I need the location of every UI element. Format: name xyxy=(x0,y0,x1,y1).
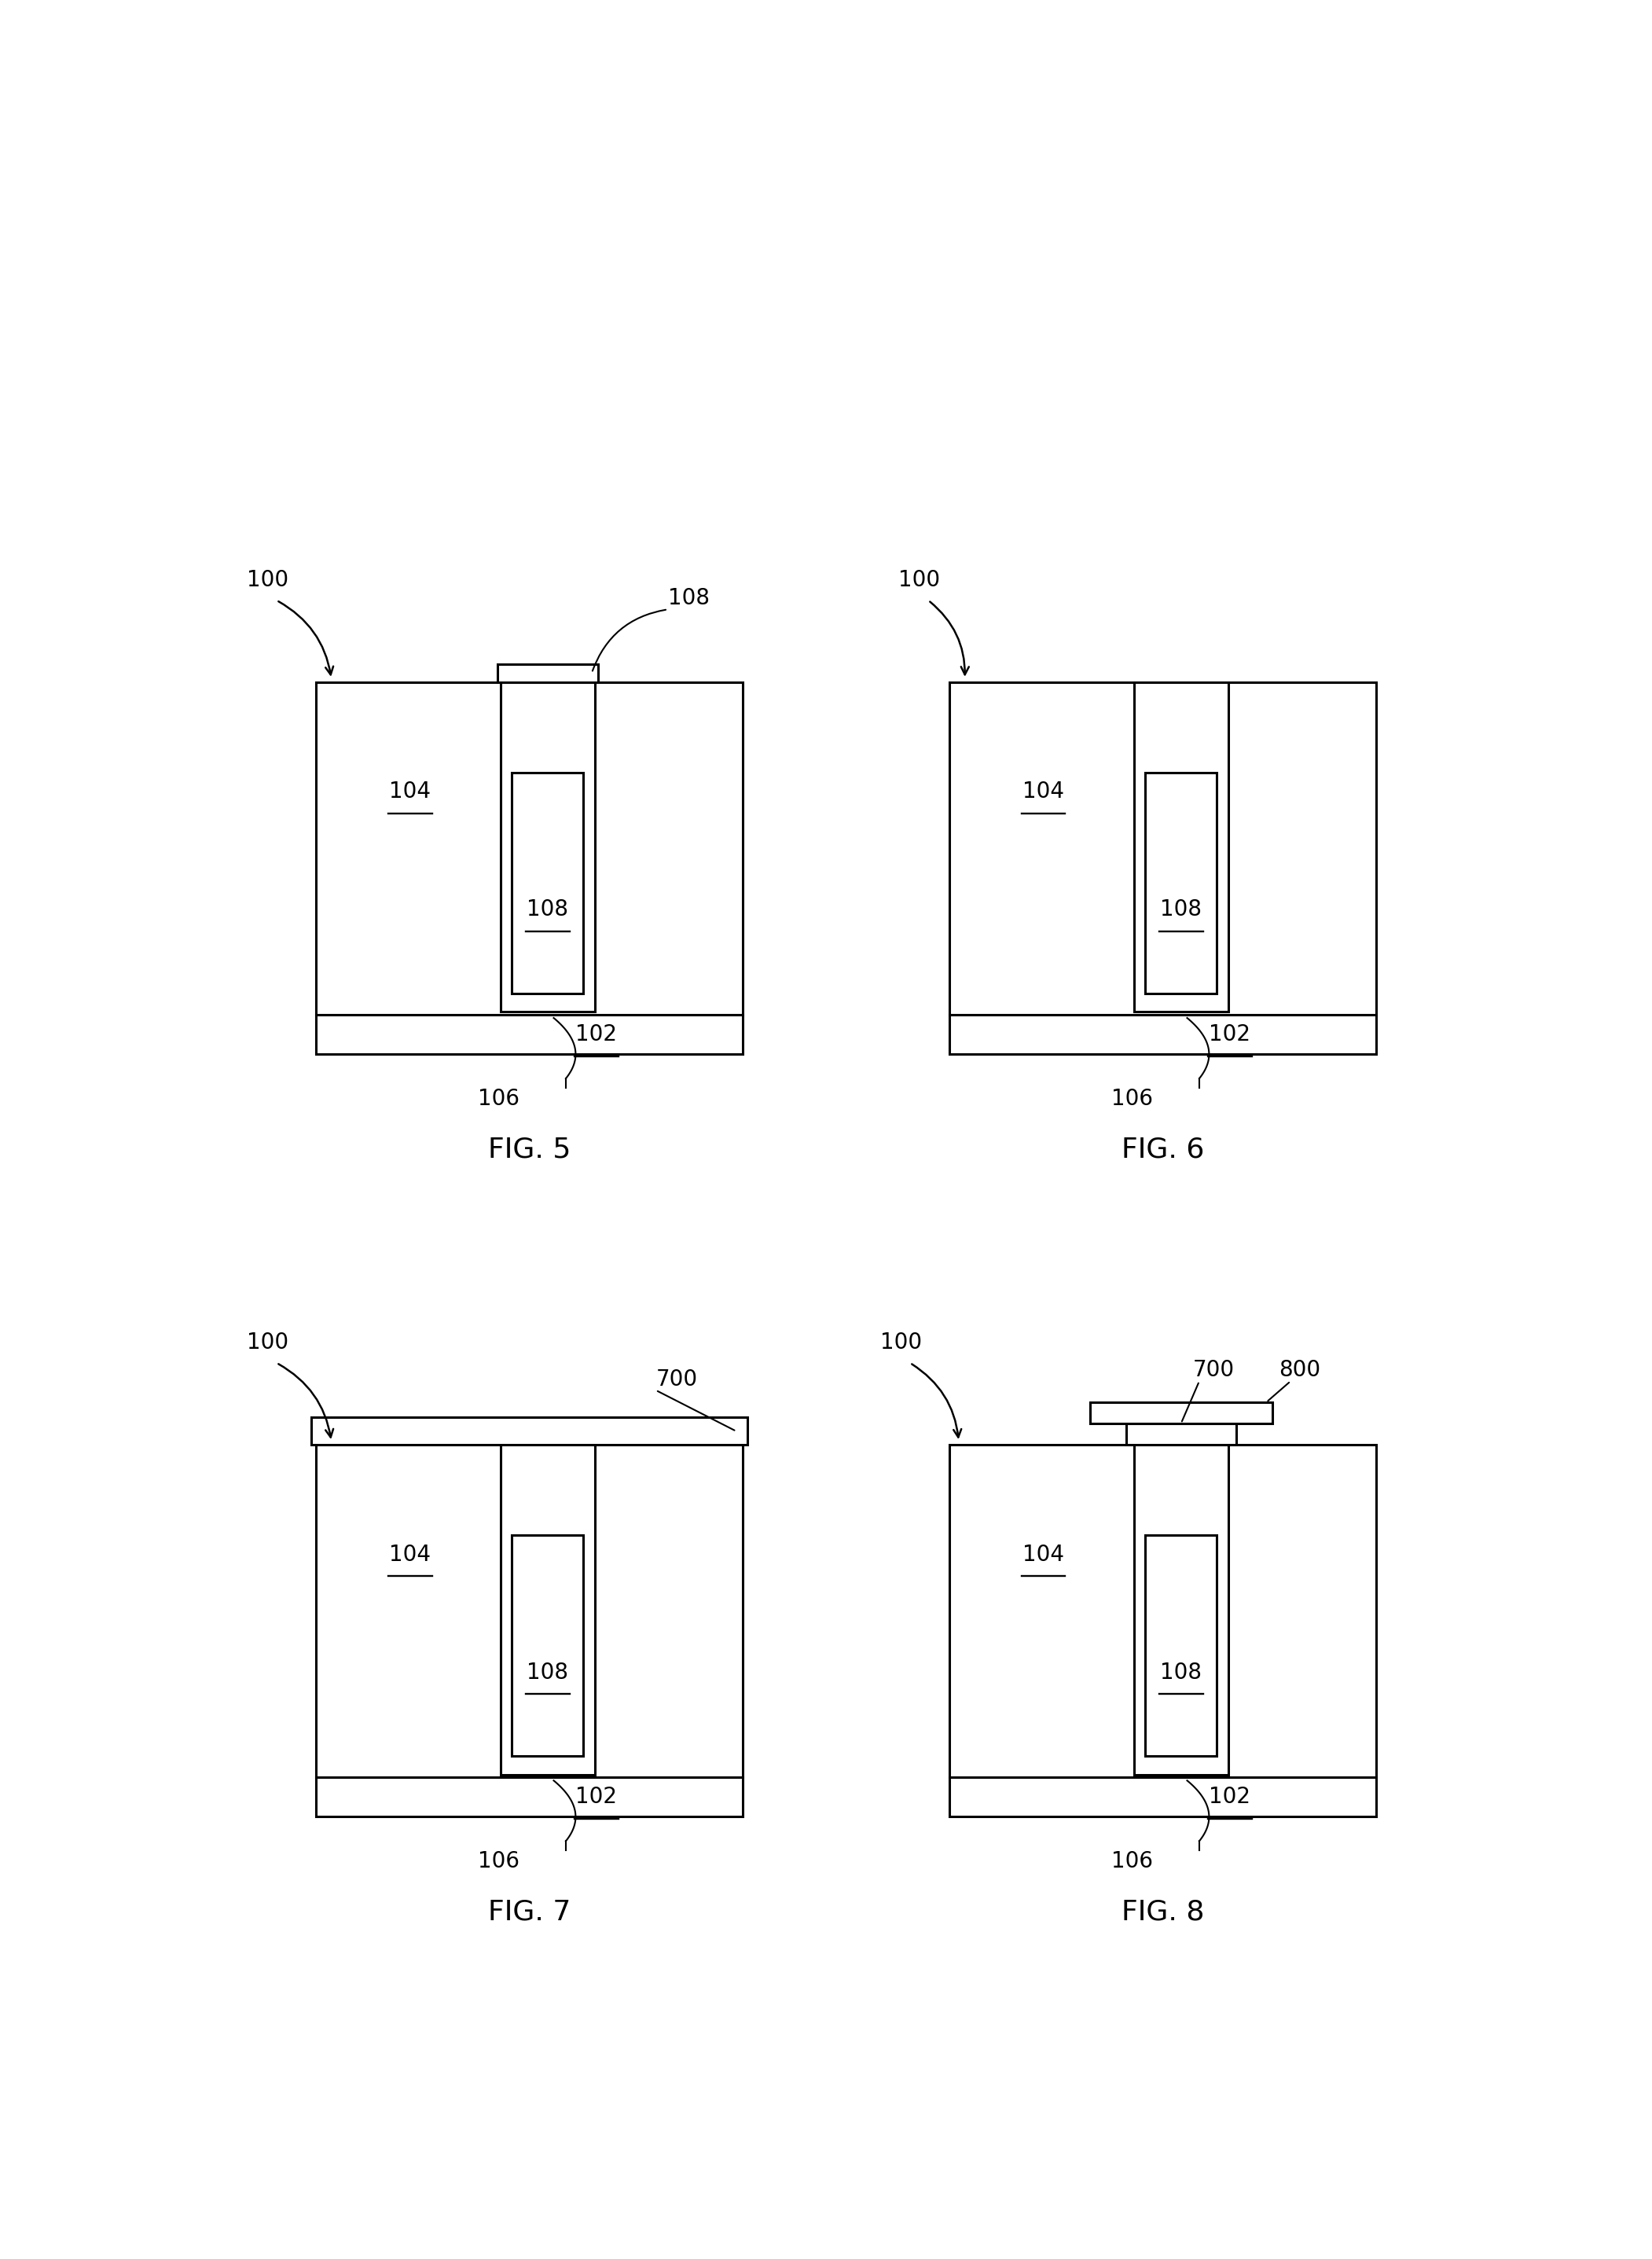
Text: 106: 106 xyxy=(1112,1850,1153,1873)
Text: FIG. 8: FIG. 8 xyxy=(1122,1898,1204,1925)
Bar xyxy=(316,1444,742,1778)
Bar xyxy=(316,1014,742,1055)
Text: 108: 108 xyxy=(667,587,710,610)
Bar xyxy=(1145,773,1216,994)
Text: 108: 108 xyxy=(527,899,568,922)
Text: FIG. 5: FIG. 5 xyxy=(487,1136,570,1163)
Bar xyxy=(497,664,598,682)
Text: 102: 102 xyxy=(1209,1023,1251,1046)
Text: 100: 100 xyxy=(246,1333,289,1353)
Bar xyxy=(1127,1423,1236,1444)
Text: 700: 700 xyxy=(1193,1360,1236,1380)
Bar xyxy=(316,1778,742,1816)
Bar xyxy=(1133,682,1227,1012)
Text: 100: 100 xyxy=(246,569,289,592)
Bar xyxy=(512,773,583,994)
Bar xyxy=(950,682,1376,1014)
Bar xyxy=(1145,1536,1216,1755)
Text: 102: 102 xyxy=(575,1023,618,1046)
Bar xyxy=(316,682,742,1014)
Text: 700: 700 xyxy=(656,1369,697,1389)
Bar xyxy=(950,1778,1376,1816)
Text: 104: 104 xyxy=(1023,1543,1064,1565)
Text: 106: 106 xyxy=(1112,1087,1153,1109)
Text: 104: 104 xyxy=(390,1543,431,1565)
Bar xyxy=(501,1444,595,1776)
Text: 102: 102 xyxy=(575,1787,618,1807)
Bar xyxy=(1090,1403,1272,1423)
Text: 108: 108 xyxy=(1160,1660,1203,1683)
Text: 100: 100 xyxy=(899,569,940,592)
Text: 108: 108 xyxy=(1160,899,1203,922)
Bar xyxy=(312,1416,747,1444)
Text: 100: 100 xyxy=(881,1333,922,1353)
Bar xyxy=(501,682,595,1012)
Text: 108: 108 xyxy=(527,1660,568,1683)
Text: 106: 106 xyxy=(477,1850,520,1873)
Bar xyxy=(512,1536,583,1755)
Bar xyxy=(1133,1444,1227,1776)
Text: 106: 106 xyxy=(477,1087,520,1109)
Text: 104: 104 xyxy=(390,782,431,802)
Text: 104: 104 xyxy=(1023,782,1064,802)
Text: 102: 102 xyxy=(1209,1787,1251,1807)
Bar xyxy=(950,1444,1376,1778)
Text: FIG. 6: FIG. 6 xyxy=(1122,1136,1204,1163)
Text: FIG. 7: FIG. 7 xyxy=(487,1898,570,1925)
Text: 800: 800 xyxy=(1279,1360,1320,1380)
Bar xyxy=(950,1014,1376,1055)
